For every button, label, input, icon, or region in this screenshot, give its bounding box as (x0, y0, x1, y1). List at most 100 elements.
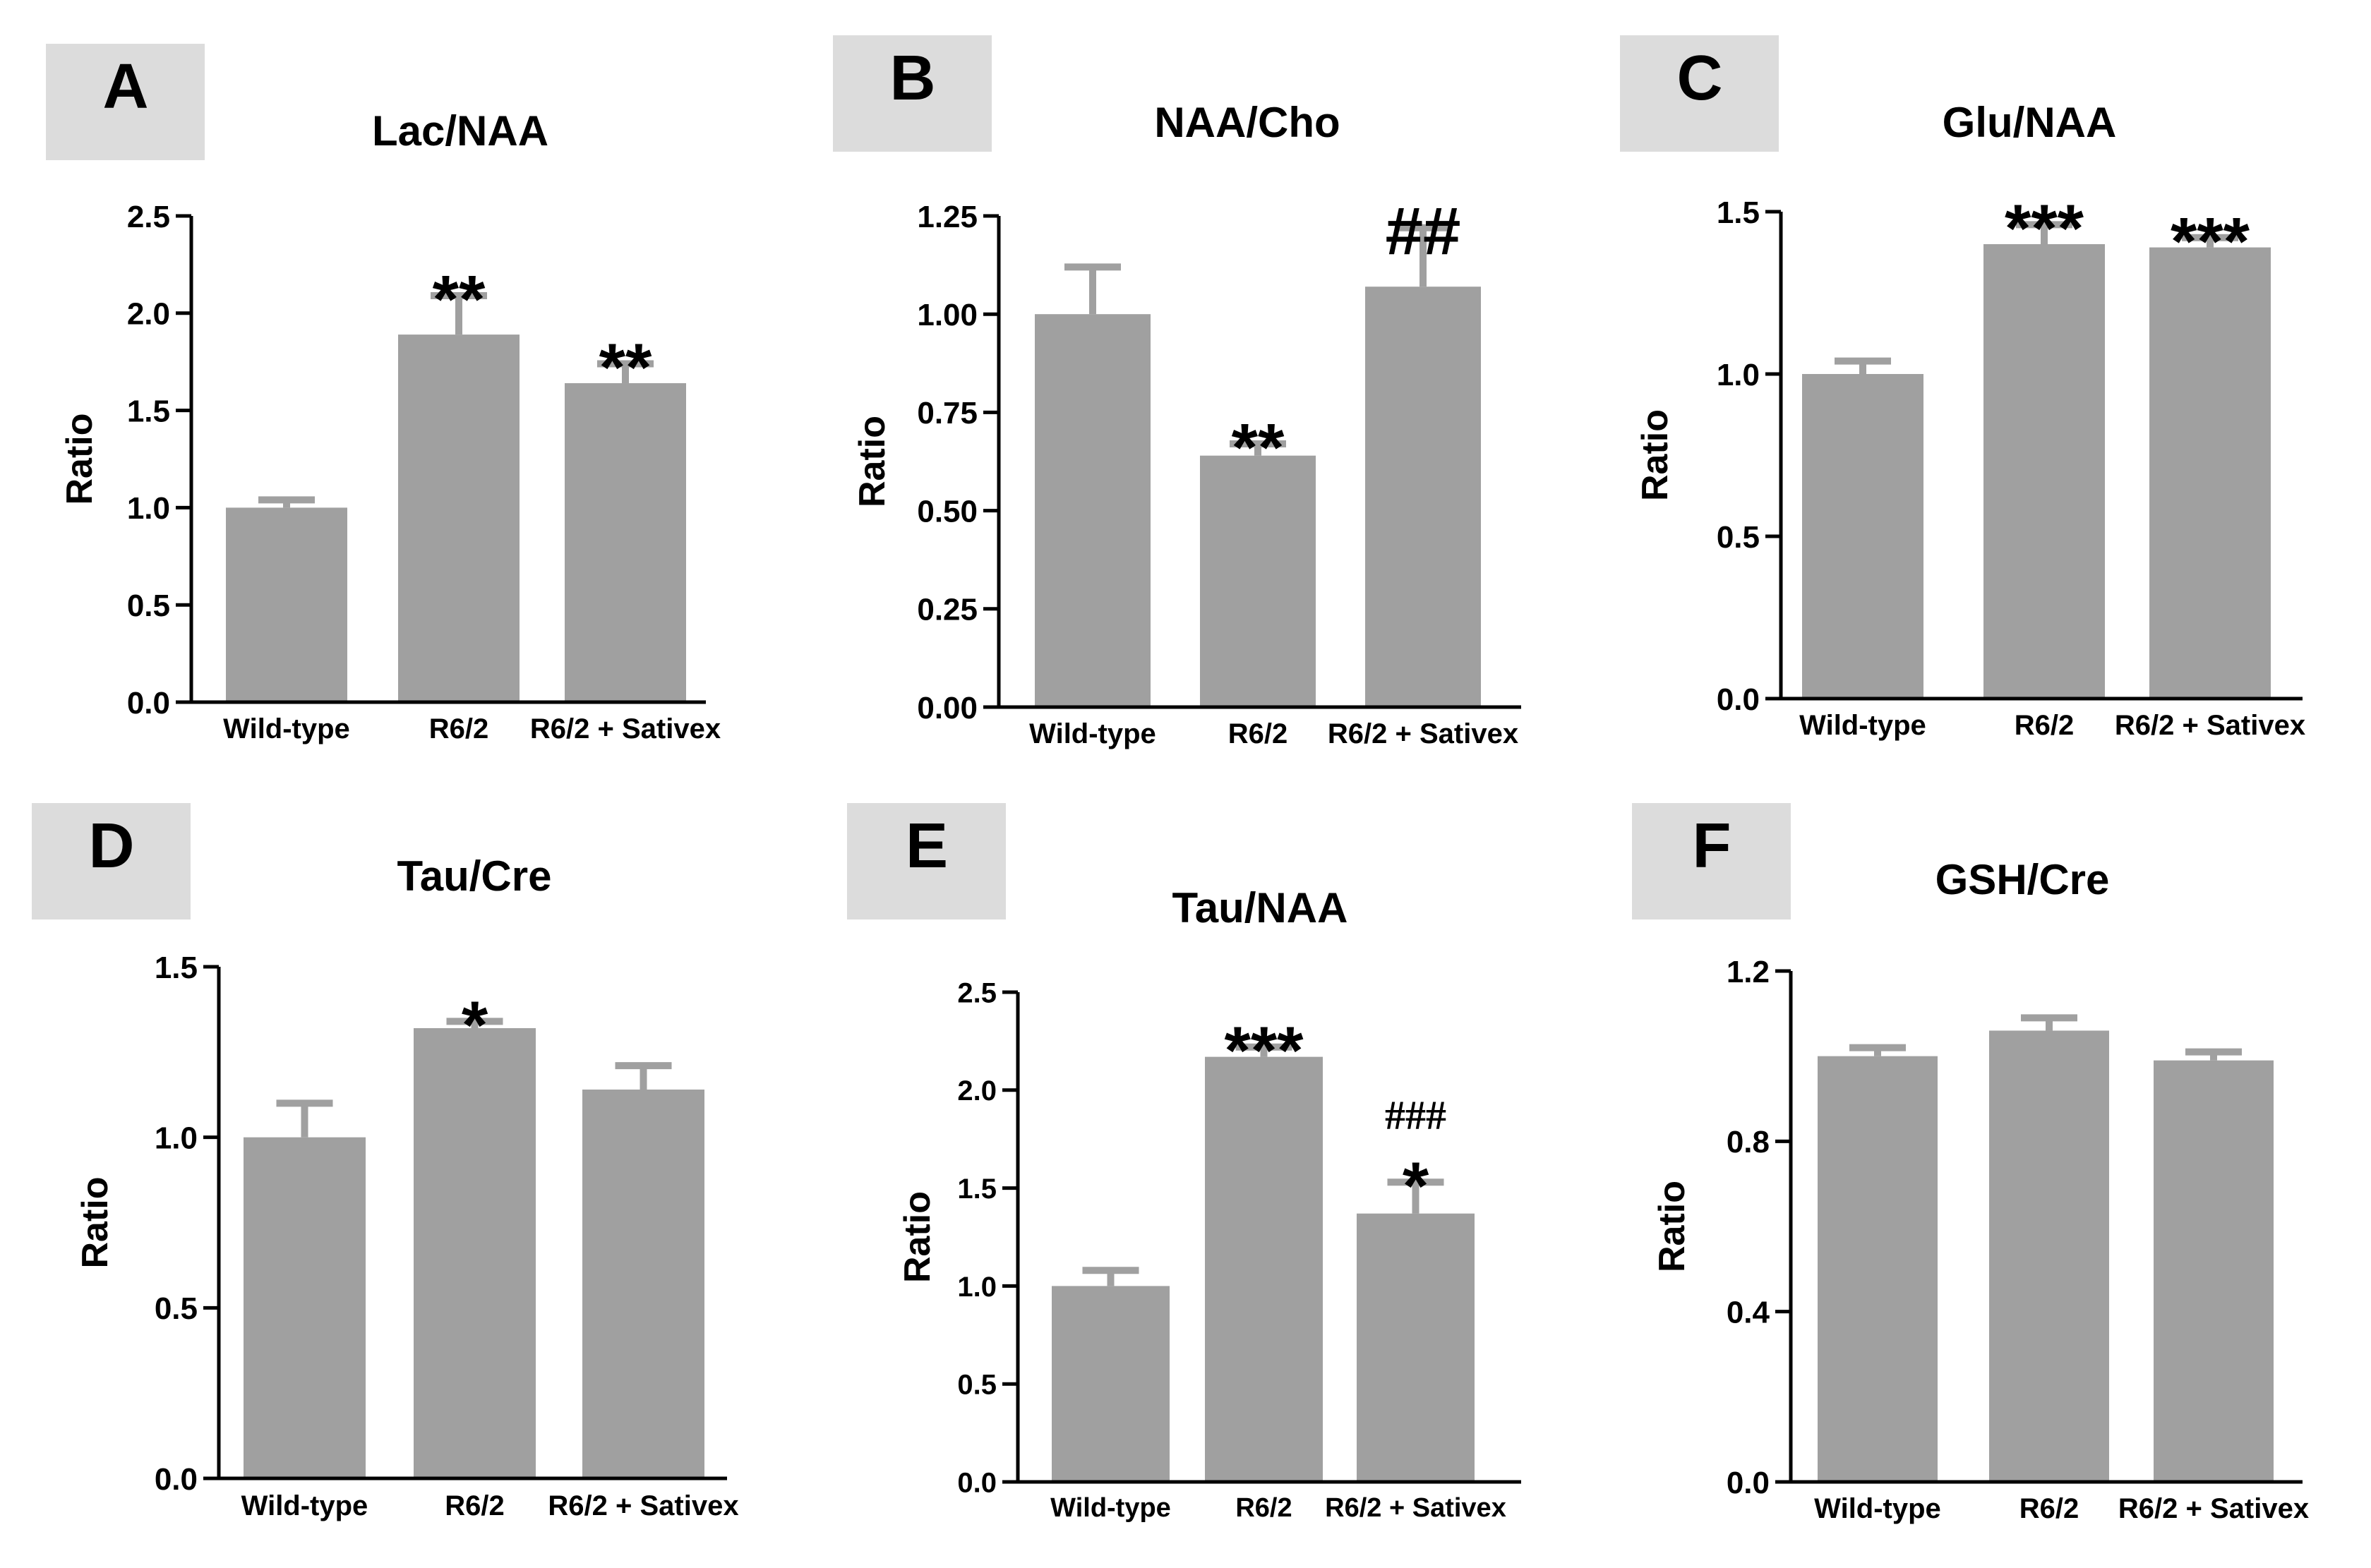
panel-label-box (847, 803, 1006, 919)
x-tick-label: R6/2 + Sativex (2115, 710, 2305, 741)
significance-label: ** (599, 330, 652, 405)
bar (582, 1090, 704, 1478)
chart-title: Lac/NAA (372, 107, 548, 155)
x-tick-label: R6/2 + Sativex (1328, 718, 1518, 749)
bar (1200, 455, 1316, 707)
y-tick-label: 0.00 (917, 691, 978, 725)
panel-letter: F (1693, 811, 1731, 881)
panel-f: F GSH/Cre Ratio Wild-type R6/2 R6/2 + Sativex… (1632, 803, 2309, 1524)
y-tick-label: 0.4 (1727, 1296, 1770, 1330)
panel-letter: B (890, 43, 936, 114)
panel-d: D Tau/Cre Ratio Wild-type * R6/2 R6/2 + Sative… (32, 803, 739, 1521)
chart-title: NAA/Cho (1154, 99, 1340, 146)
chart-title: Tau/Cre (397, 852, 552, 900)
y-axis-label: Ratio (75, 1177, 116, 1269)
bar (2149, 247, 2271, 699)
y-axis-label: Ratio (59, 414, 100, 505)
y-tick-label: 2.5 (957, 977, 997, 1008)
y-tick-label: 1.5 (155, 951, 198, 985)
y-axis-label: Ratio (1635, 409, 1676, 501)
y-tick-label: 1.5 (1717, 195, 1760, 230)
x-tick-label: Wild-type (241, 1490, 368, 1521)
y-tick-label: 0.5 (155, 1291, 198, 1326)
panel-letter: A (103, 52, 149, 122)
bar (565, 383, 686, 702)
y-tick-label: 1.2 (1727, 955, 1770, 989)
bar (1989, 1030, 2109, 1482)
y-axis-label: Ratio (897, 1191, 938, 1283)
x-tick-label: Wild-type (1029, 718, 1156, 749)
panel-label-box (1620, 35, 1779, 152)
y-tick-label: 0.25 (917, 593, 978, 627)
bar (1802, 374, 1923, 699)
panel-letter: E (906, 811, 948, 881)
significance-label: *** (1224, 1013, 1304, 1089)
chart-title: GSH/Cre (1935, 856, 2110, 903)
x-tick-label: Wild-type (223, 713, 350, 744)
y-tick-label: 0.50 (917, 494, 978, 529)
x-tick-label: R6/2 (1228, 718, 1288, 749)
bar (398, 334, 520, 703)
y-tick-label: 0.5 (1717, 520, 1760, 555)
panel-label-box (833, 35, 992, 152)
y-tick-label: 1.0 (957, 1272, 997, 1303)
panel-c: C Glu/NAA Ratio Wild-type *** R6/2 *** R6/2 + S… (1620, 35, 2305, 741)
x-tick-label: R6/2 + Sativex (2118, 1493, 2309, 1524)
x-tick-label: R6/2 (2019, 1493, 2079, 1524)
bar (1357, 1213, 1475, 1482)
x-tick-label: R6/2 (429, 713, 489, 744)
y-tick-label: 1.0 (127, 491, 170, 526)
y-tick-label: 2.0 (957, 1075, 997, 1106)
significance-label: * (1403, 1148, 1429, 1224)
y-tick-label: 1.0 (1717, 358, 1760, 392)
panel-label-box (32, 803, 191, 919)
y-tick-label: 0.0 (127, 686, 170, 720)
significance-label: ** (1232, 410, 1285, 486)
y-tick-label: 0.0 (957, 1467, 997, 1498)
y-axis-label: Ratio (1652, 1181, 1693, 1272)
y-tick-label: 1.5 (127, 394, 170, 428)
y-tick-label: 2.5 (127, 200, 170, 234)
bar (1035, 314, 1151, 707)
x-tick-label: R6/2 + Sativex (548, 1490, 738, 1521)
significance-label: *** (2171, 204, 2250, 279)
chart-title: Tau/NAA (1172, 884, 1348, 931)
bar (1205, 1056, 1323, 1482)
bar (1052, 1286, 1170, 1482)
bar (414, 1028, 536, 1478)
y-tick-label: 0.0 (1717, 682, 1760, 717)
significance-hash-label: ### (1385, 1092, 1446, 1138)
y-tick-label: 2.0 (127, 297, 170, 332)
bar (2154, 1060, 2274, 1482)
significance-label: * (462, 987, 488, 1063)
panel-letter: C (1677, 43, 1723, 114)
panel-b: B NAA/Cho Ratio Wild-type ** R6/2 ## R6/2 + Sat… (833, 35, 1521, 749)
y-tick-label: 1.25 (917, 200, 978, 234)
y-axis-label: Ratio (852, 416, 893, 507)
x-tick-label: Wild-type (1050, 1493, 1171, 1523)
y-tick-label: 0.5 (957, 1370, 997, 1401)
x-tick-label: Wild-type (1799, 710, 1926, 741)
panel-letter: D (89, 811, 135, 881)
y-tick-label: 0.0 (1727, 1466, 1770, 1500)
bar (1818, 1056, 1938, 1482)
panel-label-box (46, 44, 205, 160)
x-tick-label: R6/2 (1235, 1493, 1292, 1523)
x-tick-label: R6/2 + Sativex (1325, 1493, 1506, 1523)
panel-a: A Lac/NAA Ratio Wild-type ** R6/2 ** R6/2 + Sat… (46, 44, 721, 744)
y-tick-label: 0.5 (127, 589, 170, 623)
bar (1983, 244, 2105, 699)
y-tick-label: 0.8 (1727, 1125, 1770, 1159)
significance-label: ## (1386, 194, 1461, 270)
x-tick-label: R6/2 + Sativex (530, 713, 721, 744)
chart-title: Glu/NAA (1943, 99, 2117, 146)
panel-e: E Tau/NAA Ratio Wild-type *** R6/2 * ### R6/2 + … (847, 803, 1521, 1523)
bar (244, 1137, 366, 1478)
bar (226, 507, 347, 702)
x-tick-label: R6/2 (2015, 710, 2075, 741)
y-tick-label: 0.75 (917, 396, 978, 430)
y-tick-label: 1.5 (957, 1174, 997, 1205)
y-tick-label: 0.0 (155, 1462, 198, 1497)
x-tick-label: R6/2 (445, 1490, 505, 1521)
